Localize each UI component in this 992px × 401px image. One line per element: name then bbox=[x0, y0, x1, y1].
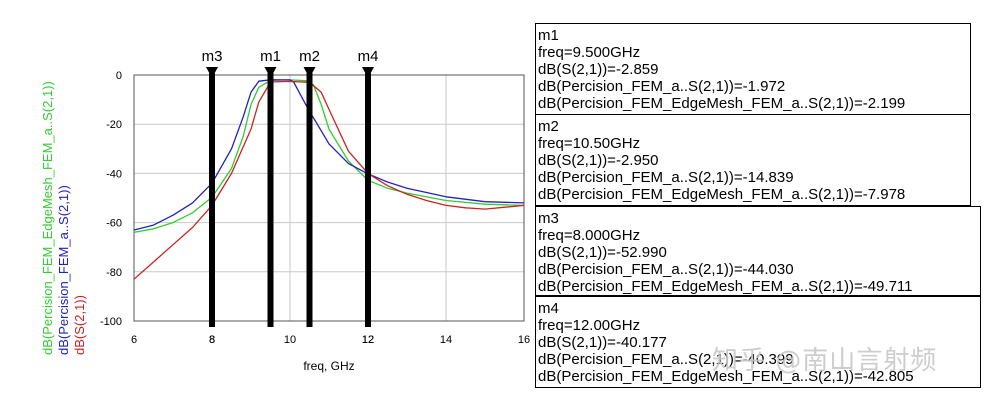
legend-label-1: dB(Percision_FEM_a..S(2,1)) bbox=[56, 185, 71, 355]
x-tick-label: 10 bbox=[284, 334, 296, 346]
marker-box-m3: m3 freq=8.000GHz dB(S(2,1))=-52.990 dB(Perc… bbox=[535, 206, 981, 296]
marker-line-m1[interactable] bbox=[267, 73, 274, 327]
marker-box-line: dB(Percision_FEM_a..S(2,1))=-14.839 bbox=[538, 169, 794, 186]
marker-box-m1: m1 freq=9.500GHz dB(S(2,1))=-2.859 dB(Perci… bbox=[535, 23, 971, 115]
marker-box-line: dB(Percision_FEM_EdgeMesh_FEM_a..S(2,1))… bbox=[538, 186, 906, 203]
marker-box-line: dB(Percision_FEM_EdgeMesh_FEM_a..S(2,1))… bbox=[538, 95, 906, 112]
series-line-0 bbox=[133, 79, 525, 234]
marker-box-line: dB(Percision_FEM_a..S(2,1))=-40.399 bbox=[538, 351, 794, 368]
marker-freq-label-m3: 8 bbox=[209, 334, 215, 346]
marker-label-m2: m2 bbox=[299, 48, 320, 65]
marker-lines: m3 8 m1 m2 m4 12 bbox=[202, 48, 379, 346]
y-tick-label: 0 bbox=[116, 70, 122, 82]
y-tick-label: -100 bbox=[100, 316, 122, 328]
marker-box-line: freq=8.000GHz bbox=[538, 227, 641, 244]
legend-label-2: dB(S(2,1)) bbox=[72, 295, 87, 355]
marker-label-m4: m4 bbox=[358, 48, 379, 65]
marker-box-line: dB(S(2,1))=-52.990 bbox=[538, 244, 667, 261]
marker-box-line: dB(Percision_FEM_EdgeMesh_FEM_a..S(2,1))… bbox=[538, 278, 913, 295]
marker-triangle-m4[interactable] bbox=[362, 67, 374, 78]
marker-box-title: m2 bbox=[538, 118, 559, 135]
x-tick-label: 6 bbox=[131, 334, 137, 346]
x-tick-label: 12 bbox=[362, 334, 374, 346]
marker-triangle-m3[interactable] bbox=[206, 67, 218, 78]
plot-frame bbox=[133, 74, 525, 322]
marker-freq-label-m4: 12 bbox=[362, 334, 374, 346]
marker-box-line: dB(S(2,1))=-2.859 bbox=[538, 61, 659, 78]
x-axis-title: freq, GHz bbox=[303, 359, 354, 373]
legend-label-0: dB(Percision_FEM_EdgeMesh_FEM_a..S(2,1)) bbox=[40, 81, 55, 355]
series-line-2 bbox=[133, 80, 525, 280]
marker-box-line: freq=12.00GHz bbox=[538, 317, 641, 334]
marker-line-m4[interactable] bbox=[365, 73, 371, 327]
y-tick-label: -60 bbox=[106, 218, 122, 230]
marker-line-m2[interactable] bbox=[306, 73, 313, 327]
marker-box-m4: m4 freq=12.00GHz dB(S(2,1))=-40.177 dB(Perc… bbox=[535, 296, 981, 388]
marker-box-line: freq=10.50GHz bbox=[538, 135, 641, 152]
marker-label-m3: m3 bbox=[202, 48, 223, 65]
series-line-1 bbox=[133, 79, 525, 231]
marker-line-m3[interactable] bbox=[209, 73, 215, 327]
marker-box-title: m4 bbox=[538, 300, 559, 317]
marker-triangle-m1[interactable] bbox=[264, 67, 277, 78]
marker-box-line: dB(S(2,1))=-40.177 bbox=[538, 334, 667, 351]
watermark-text: 知乎 @南山言射频 bbox=[712, 346, 938, 376]
marker-box-line: dB(S(2,1))=-2.950 bbox=[538, 152, 659, 169]
y-tick-label: -40 bbox=[106, 168, 122, 180]
y-tick-label: -80 bbox=[106, 267, 122, 279]
x-tick-label: 8 bbox=[209, 334, 215, 346]
x-tick-label: 14 bbox=[440, 334, 452, 346]
marker-box-title: m3 bbox=[538, 210, 559, 227]
marker-label-m1: m1 bbox=[260, 48, 281, 65]
marker-box-title: m1 bbox=[538, 27, 559, 44]
marker-triangle-m2[interactable] bbox=[303, 67, 316, 78]
y-tick-label: -20 bbox=[106, 119, 122, 131]
marker-box-line: dB(Percision_FEM_a..S(2,1))=-1.972 bbox=[538, 78, 786, 95]
sparameter-chart: dB(Percision_FEM_EdgeMesh_FEM_a..S(2,1))… bbox=[40, 48, 530, 373]
x-tick-label: 16 bbox=[518, 334, 530, 346]
y-axis-labels: dB(Percision_FEM_EdgeMesh_FEM_a..S(2,1))… bbox=[40, 81, 87, 355]
marker-box-m2: m2 freq=10.50GHz dB(S(2,1))=-2.950 dB(Perci… bbox=[535, 114, 971, 206]
grid bbox=[134, 75, 524, 321]
series-lines bbox=[133, 79, 525, 280]
tick-labels: 6 8 10 12 14 16 0 -20 -40 -60 -80 -100 bbox=[100, 70, 530, 346]
marker-box-line: freq=9.500GHz bbox=[538, 44, 641, 61]
marker-box-line: dB(Percision_FEM_a..S(2,1))=-44.030 bbox=[538, 261, 794, 278]
marker-box-line: dB(Percision_FEM_EdgeMesh_FEM_a..S(2,1))… bbox=[538, 368, 914, 385]
